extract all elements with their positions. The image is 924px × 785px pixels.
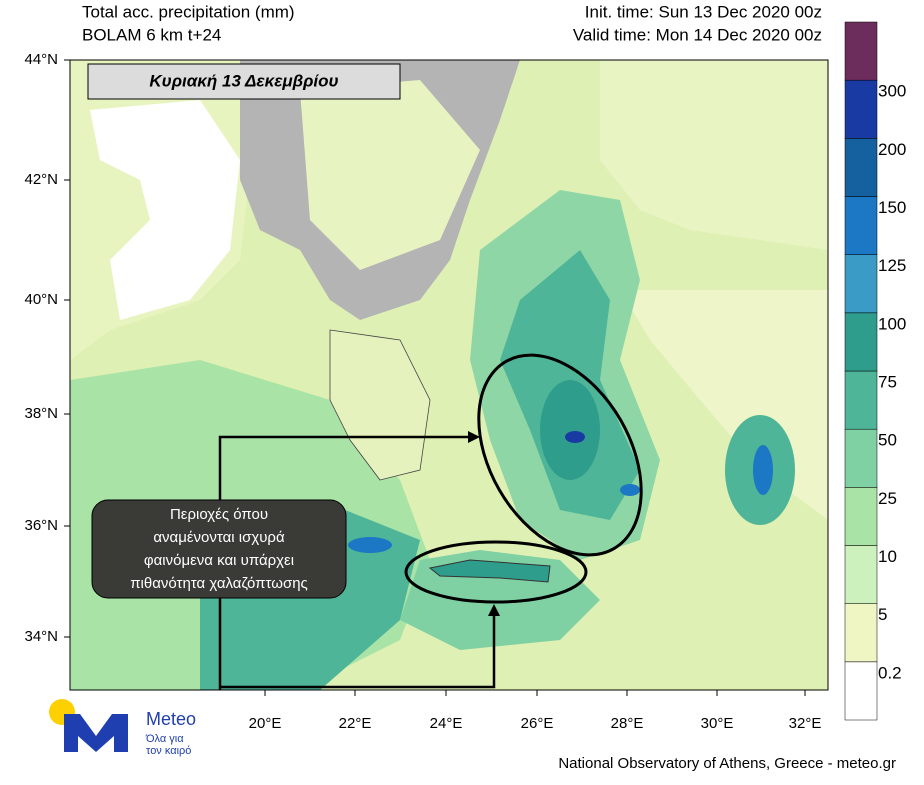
colorbar-label: 200 xyxy=(878,140,906,159)
logo-mark xyxy=(64,714,128,752)
colorbar-band xyxy=(844,428,878,488)
colorbar-band xyxy=(844,254,878,314)
colorbar-band xyxy=(844,79,878,139)
colorbar-label: 150 xyxy=(878,198,906,217)
longitude-label: 24°E xyxy=(430,715,463,732)
colorbar-band xyxy=(844,370,878,430)
colorbar-band xyxy=(844,661,878,721)
valid-time: Valid time: Mon 14 Dec 2020 00z xyxy=(573,25,822,44)
colorbar-label: 25 xyxy=(878,489,897,508)
longitude-label: 32°E xyxy=(789,715,822,732)
logo-name: Meteo xyxy=(146,709,196,729)
annotation-text: Περιοχές όπου xyxy=(170,506,268,523)
highlight-ellipse xyxy=(404,540,588,604)
latitude-label: 36°N xyxy=(24,517,58,534)
longitude-label: 22°E xyxy=(339,715,372,732)
date-banner xyxy=(87,63,401,100)
annotation-text: αναμένονται ισχυρά xyxy=(153,529,285,546)
annotation-text: πιθανότητα χαλαζόπτωσης xyxy=(130,575,308,592)
latitude-label: 34°N xyxy=(24,628,58,645)
latitude-label: 38°N xyxy=(24,405,58,422)
colorbar-label: 300 xyxy=(878,82,906,101)
colorbar-label: 50 xyxy=(878,431,897,450)
highlight-ellipse xyxy=(477,353,643,557)
logo-tagline: τον καιρό xyxy=(146,745,191,757)
longitude-label: 26°E xyxy=(521,715,554,732)
title: Total acc. precipitation (mm) xyxy=(82,2,295,21)
init-time: Init. time: Sun 13 Dec 2020 00z xyxy=(585,2,822,21)
longitude-label: 30°E xyxy=(701,715,734,732)
map-frame xyxy=(69,59,829,691)
colorbar-label: 10 xyxy=(878,547,897,566)
model: BOLAM 6 km t+24 xyxy=(82,25,221,44)
colorbar-band xyxy=(844,21,878,81)
colorbar-band xyxy=(844,545,878,604)
colorbar-band xyxy=(844,196,878,255)
annotation-box xyxy=(91,499,347,599)
colorbar-band xyxy=(844,312,878,372)
banner-text: Κυριακή 13 Δεκεμβρίου xyxy=(149,71,338,90)
footer: National Observatory of Athens, Greece -… xyxy=(558,755,896,772)
colorbar-label: 125 xyxy=(878,256,906,275)
colorbar-band xyxy=(844,487,878,546)
longitude-label: 28°E xyxy=(611,715,644,732)
colorbar-label: 75 xyxy=(878,372,897,391)
colorbar-band xyxy=(844,138,878,197)
axis-ticks xyxy=(64,59,806,696)
longitude-label: 20°E xyxy=(249,715,282,732)
colorbar-label: 0.2 xyxy=(878,663,902,682)
latitude-label: 40°N xyxy=(24,291,58,308)
annotation-text: φαινόμενα και υπάρχει xyxy=(144,552,294,569)
map xyxy=(70,60,828,690)
colorbar-label: 5 xyxy=(878,605,887,624)
logo-tagline: Όλα για xyxy=(145,733,184,745)
colorbar-label: 100 xyxy=(878,314,906,333)
colorbar-band xyxy=(844,603,878,663)
latitude-label: 42°N xyxy=(24,171,58,188)
arrows xyxy=(218,435,496,690)
latitude-label: 44°N xyxy=(24,51,58,68)
